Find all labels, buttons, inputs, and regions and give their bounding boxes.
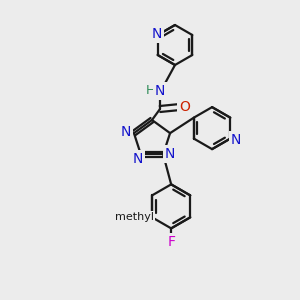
Text: N: N [133, 152, 143, 167]
Text: N: N [155, 84, 165, 98]
Text: N: N [152, 27, 162, 41]
Text: O: O [180, 100, 190, 114]
Text: N: N [121, 125, 131, 139]
Text: H: H [145, 85, 155, 98]
Text: F: F [167, 236, 175, 249]
Text: N: N [165, 147, 175, 161]
Text: methyl: methyl [115, 212, 154, 222]
Text: N: N [231, 133, 242, 147]
